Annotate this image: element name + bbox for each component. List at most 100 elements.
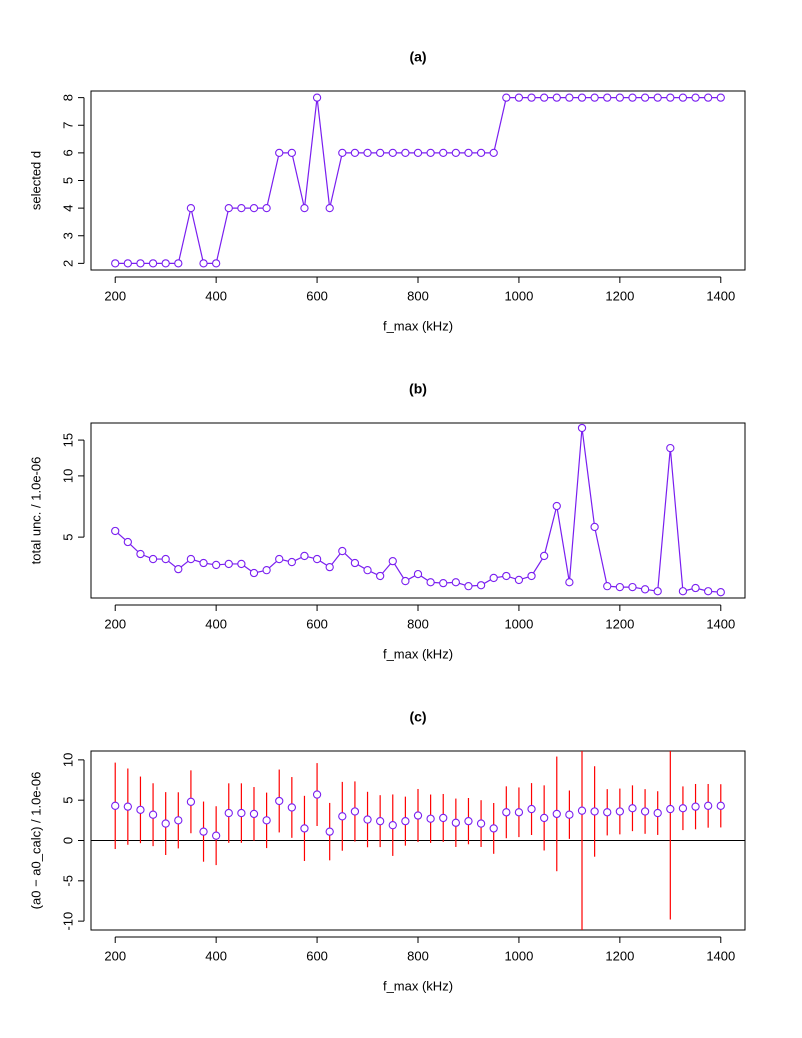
point	[628, 582, 637, 592]
x-axis-label: f_max (kHz)	[383, 646, 453, 661]
point	[577, 806, 587, 815]
point	[401, 816, 410, 826]
point	[174, 259, 183, 268]
point	[123, 537, 132, 547]
point	[552, 809, 561, 819]
x-tick-label: 400	[205, 616, 227, 631]
point	[186, 203, 196, 213]
point	[590, 522, 599, 532]
y-tick-label: -5	[60, 875, 75, 887]
point	[451, 578, 460, 587]
point	[174, 564, 183, 574]
point	[489, 573, 498, 583]
y-tick-label: 5	[60, 534, 75, 541]
point	[502, 571, 511, 581]
x-tick-label: 400	[205, 948, 227, 963]
point	[388, 821, 397, 830]
point	[300, 824, 309, 833]
point	[262, 816, 271, 825]
point	[640, 807, 650, 816]
point	[540, 551, 549, 561]
point	[111, 259, 120, 268]
point	[464, 816, 473, 826]
point	[716, 93, 725, 102]
x-tick-label: 1400	[706, 948, 735, 963]
point	[426, 578, 435, 587]
x-tick-label: 800	[407, 288, 429, 303]
point	[224, 559, 233, 569]
panel-title: (c)	[409, 709, 426, 725]
point	[628, 804, 637, 813]
point	[464, 582, 473, 591]
point	[338, 812, 347, 821]
point	[224, 203, 233, 213]
point	[300, 551, 309, 561]
point	[376, 816, 385, 826]
point	[704, 587, 713, 596]
point	[716, 588, 725, 597]
point	[325, 562, 334, 572]
point	[376, 148, 385, 158]
point	[666, 804, 675, 814]
point	[615, 807, 625, 816]
x-tick-label: 200	[104, 616, 126, 631]
y-tick-label: 4	[60, 205, 75, 212]
point	[540, 93, 549, 102]
point	[174, 816, 183, 825]
y-axis-label: (a0 − a0_calc) / 1.0e-06	[28, 772, 43, 910]
point	[678, 587, 688, 596]
point	[199, 558, 208, 568]
y-tick-label: 3	[60, 232, 75, 239]
y-tick-label: 10	[60, 469, 75, 483]
point	[451, 148, 460, 158]
point	[350, 807, 360, 816]
point	[502, 93, 511, 102]
y-tick-label: 5	[60, 797, 75, 804]
point	[527, 571, 536, 581]
point	[640, 93, 650, 102]
point	[237, 203, 246, 213]
point	[123, 802, 132, 811]
point	[666, 443, 675, 453]
point	[287, 557, 296, 567]
x-tick-label: 800	[407, 616, 429, 631]
point	[413, 811, 423, 820]
point	[716, 801, 725, 810]
point	[312, 93, 322, 102]
point	[123, 259, 132, 268]
x-tick-label: 1200	[605, 288, 634, 303]
x-tick-label: 1400	[706, 616, 735, 631]
point	[287, 148, 296, 158]
point	[691, 802, 700, 811]
point	[199, 827, 208, 836]
point	[653, 587, 662, 596]
point	[653, 93, 662, 102]
x-tick-label: 200	[104, 948, 126, 963]
point	[653, 808, 662, 818]
point	[426, 814, 435, 823]
point	[401, 148, 410, 158]
point	[186, 797, 196, 806]
point	[527, 93, 536, 102]
point	[489, 824, 498, 833]
point	[502, 808, 511, 817]
point	[577, 93, 587, 102]
point	[325, 827, 334, 836]
point	[363, 148, 372, 158]
point	[577, 423, 587, 433]
plot-area	[111, 423, 725, 597]
point	[338, 546, 347, 556]
point	[603, 582, 612, 591]
y-tick-label: 6	[60, 149, 75, 156]
point	[287, 803, 296, 812]
x-tick-label: 800	[407, 948, 429, 963]
point	[565, 578, 574, 587]
point	[413, 148, 423, 158]
y-tick-label: 5	[60, 177, 75, 184]
point	[691, 93, 700, 102]
point	[476, 148, 486, 158]
point	[666, 93, 675, 102]
x-tick-label: 1000	[504, 288, 533, 303]
point	[262, 203, 271, 213]
